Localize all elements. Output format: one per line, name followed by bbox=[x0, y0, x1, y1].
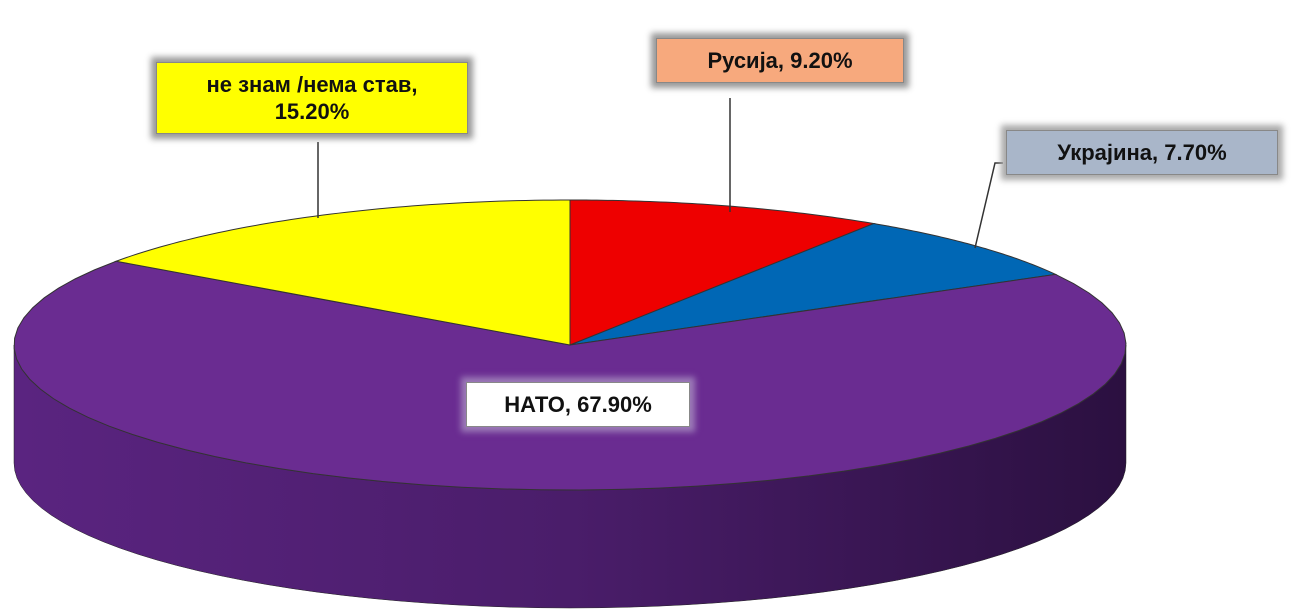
leader-line bbox=[974, 162, 1003, 249]
data-label: не знам /нема став, 15.20% bbox=[156, 62, 468, 134]
slice bbox=[13, 260, 1127, 491]
slice bbox=[114, 199, 571, 346]
data-label: НАТО, 67.90% bbox=[466, 382, 690, 427]
slice bbox=[569, 199, 876, 346]
data-label: Украјина, 7.70% bbox=[1006, 130, 1278, 175]
data-label: Русија, 9.20% bbox=[656, 38, 904, 83]
slice bbox=[569, 223, 1058, 346]
